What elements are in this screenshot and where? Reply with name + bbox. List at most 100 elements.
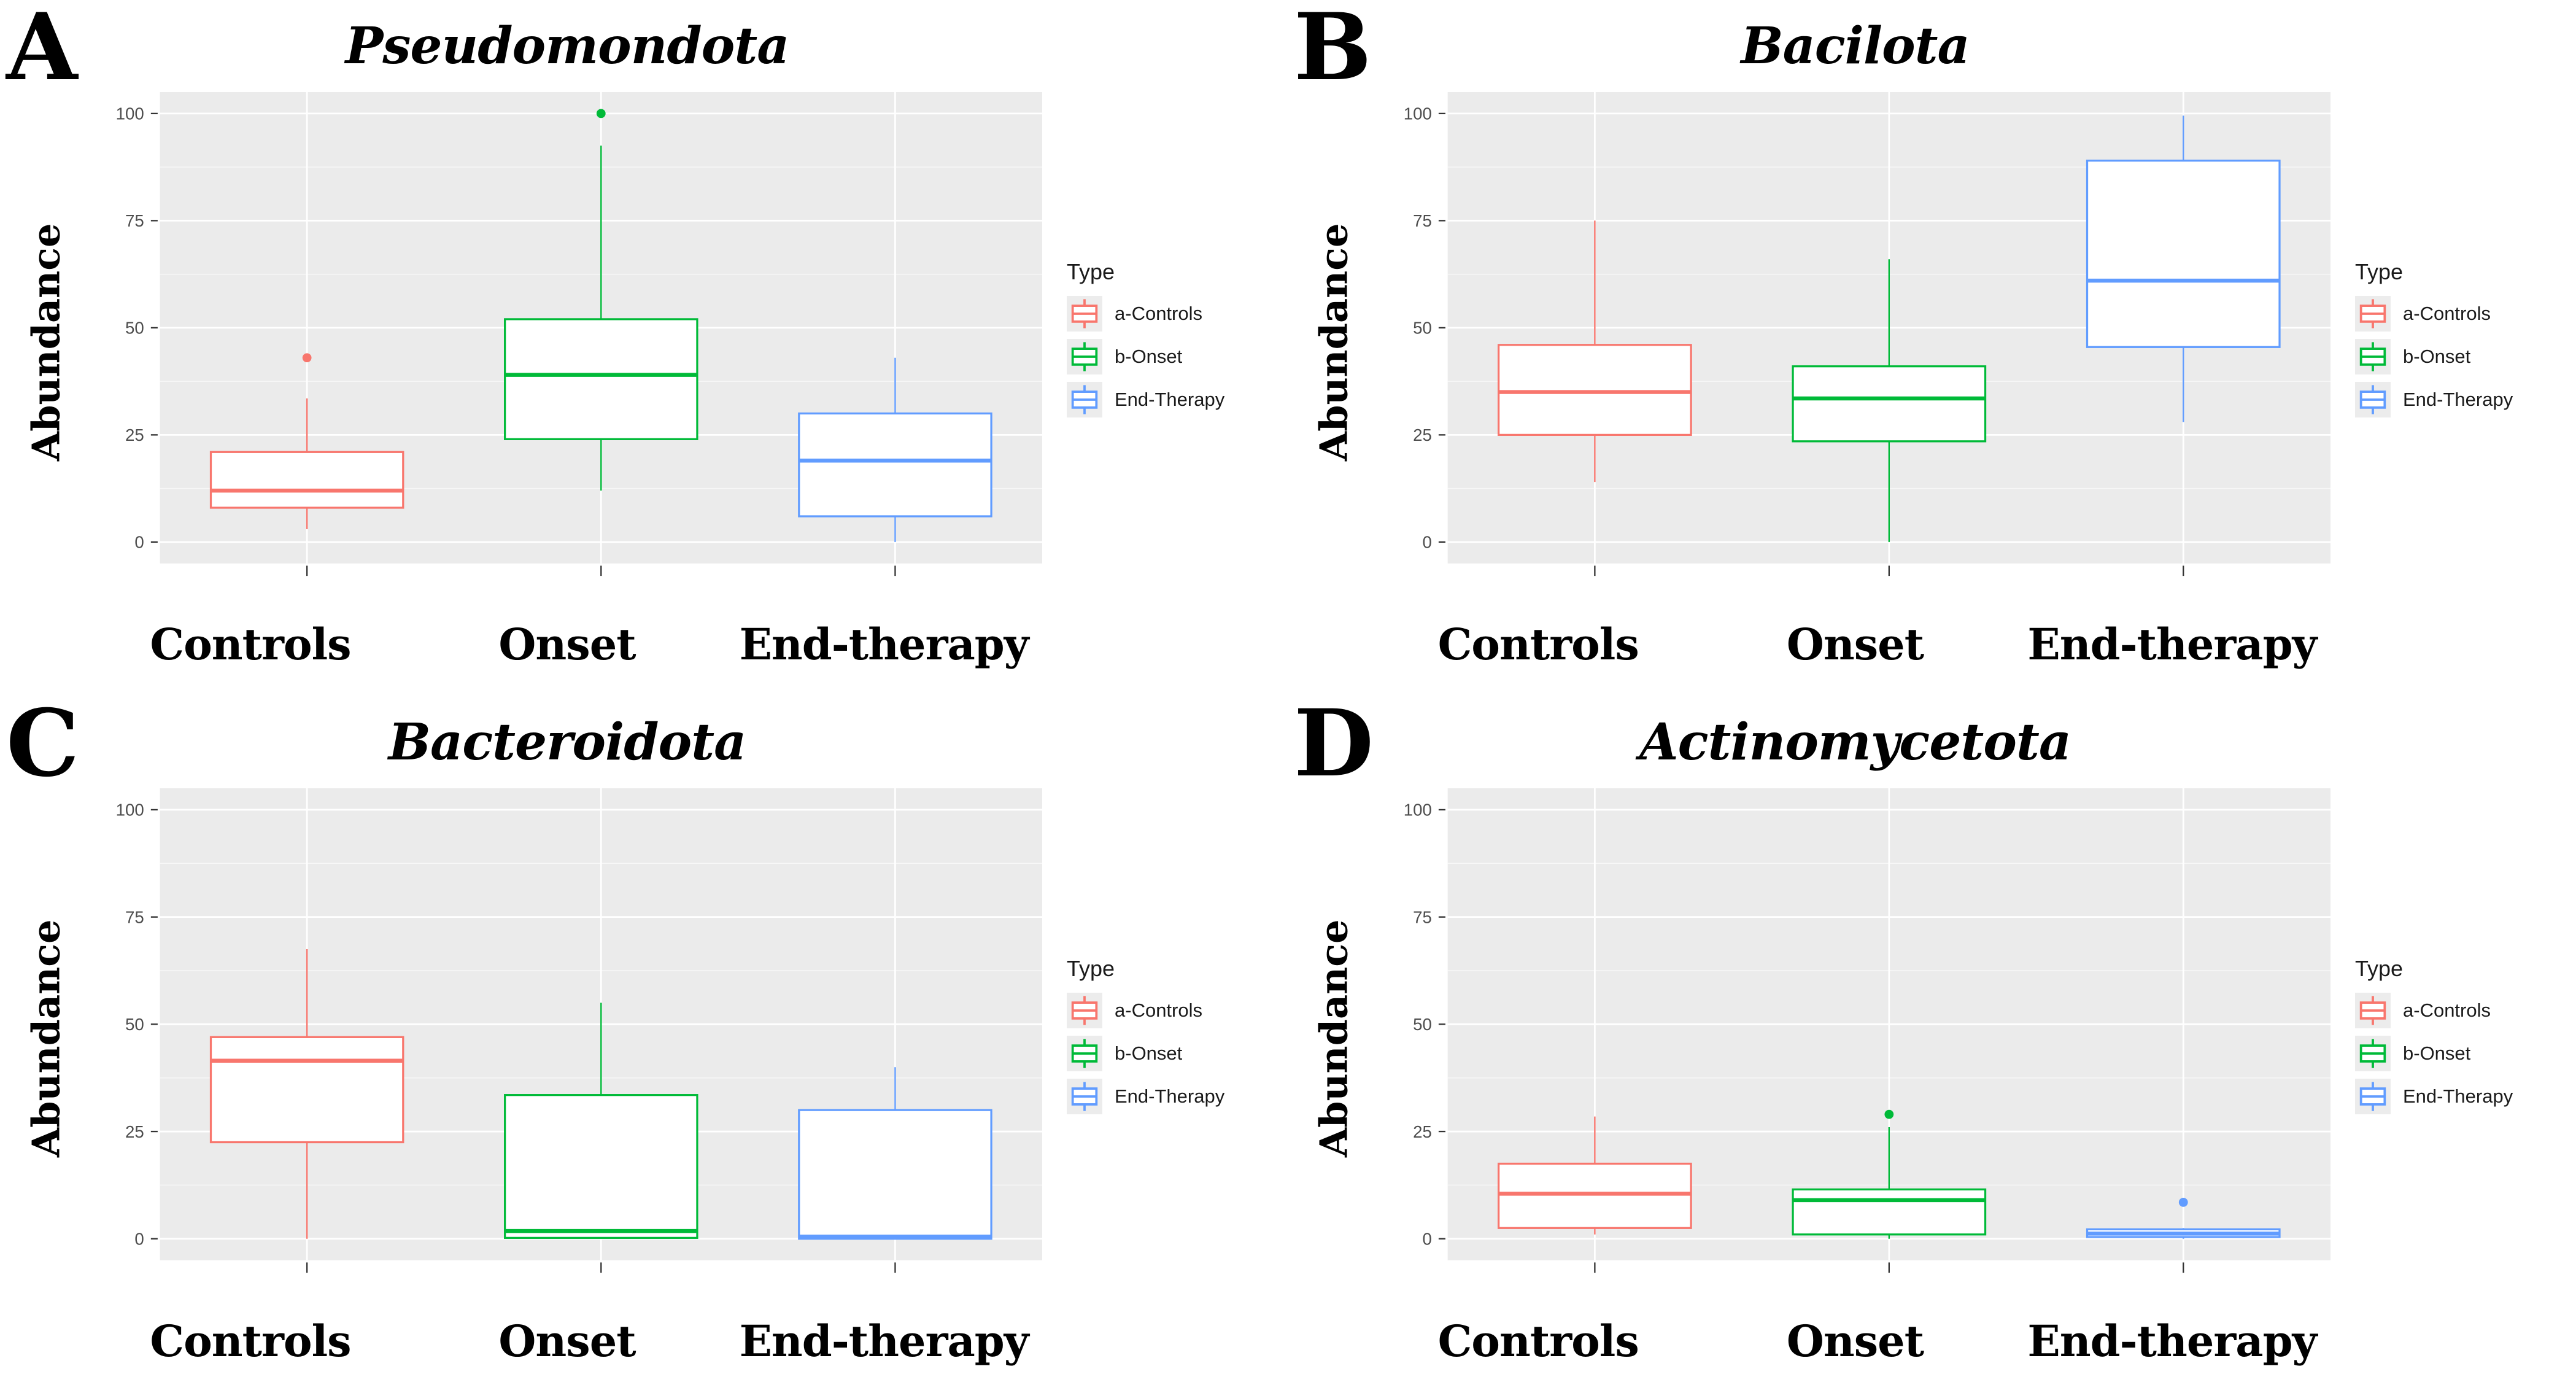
panel-c: C Bacteroidota Abundance 0 25 50 75 100 Type… [0, 696, 1288, 1393]
legend-item: b-Onset [2355, 339, 2576, 374]
y-axis-label: Abundance [1311, 223, 1356, 461]
legend-title: Type [2355, 955, 2404, 981]
boxplot-key-icon [2355, 1035, 2391, 1071]
x-label-onset: Onset [498, 618, 636, 670]
x-label-controls: Controls [1437, 1315, 1639, 1367]
legend-item: b-Onset [1067, 339, 1288, 374]
y-tick-label: 25 [1413, 425, 1432, 444]
legend-label: a-Controls [2403, 999, 2491, 1021]
y-tick-label: 0 [1422, 533, 1431, 552]
legend-label: End-Therapy [1115, 1085, 1225, 1107]
y-tick-label: 25 [125, 1122, 144, 1141]
legend-label: a-Controls [1115, 303, 1202, 324]
panel-d: D Actinomycetota Abundance 0 25 50 75 100 Ty… [1288, 696, 2576, 1393]
legend-title: Type [2355, 259, 2404, 284]
panel-title: Bacilota [1741, 17, 1970, 76]
boxplot-key-icon [2355, 382, 2391, 417]
box [2086, 160, 2281, 348]
box [209, 1036, 404, 1144]
x-label-controls: Controls [150, 618, 351, 670]
x-label-controls: Controls [150, 1315, 351, 1367]
x-label-controls: Controls [1437, 618, 1639, 670]
y-tick-label: 50 [1413, 1015, 1432, 1034]
legend-label: End-Therapy [1115, 389, 1225, 410]
outlier-point [302, 353, 312, 363]
legend-label: a-Controls [1115, 999, 1202, 1021]
x-label-onset: Onset [498, 1315, 636, 1367]
y-tick-label: 50 [125, 319, 144, 338]
box [798, 1109, 992, 1240]
x-label-end-therapy: End-therapy [2027, 618, 2317, 670]
y-tick-label: 0 [1422, 1229, 1431, 1248]
panel-b: B Bacilota Abundance 0 25 50 75 100 Type a-C… [1288, 0, 2576, 696]
y-tick-label: 75 [1413, 907, 1432, 926]
y-tick-label: 50 [125, 1015, 144, 1034]
box [504, 318, 698, 440]
box [1792, 1188, 1987, 1236]
y-axis-label: Abundance [23, 919, 69, 1158]
box [1792, 365, 1987, 443]
boxplot-key-icon [1067, 1035, 1102, 1071]
x-label-end-therapy: End-therapy [739, 618, 1029, 670]
box [209, 451, 404, 509]
legend-label: b-Onset [1115, 1042, 1183, 1064]
legend-title: Type [1067, 259, 1115, 284]
legend-label: b-Onset [2403, 1042, 2471, 1064]
legend-item: End-Therapy [2355, 1078, 2576, 1114]
y-tick-label: 25 [125, 425, 144, 444]
legend-label: End-Therapy [2403, 389, 2513, 410]
boxplot-canvas: 0 25 50 75 100 [116, 92, 1042, 576]
x-label-end-therapy: End-therapy [2027, 1315, 2317, 1367]
boxplot-key-icon [1067, 382, 1102, 417]
boxplot-key-icon [2355, 992, 2391, 1028]
x-label-onset: Onset [1786, 1315, 1924, 1367]
panel-a: A Pseudomondota Abundance 0 25 50 75 100 Typ… [0, 0, 1288, 696]
panel-title: Pseudomondota [345, 17, 790, 76]
legend-label: End-Therapy [2403, 1085, 2513, 1107]
legend-item: a-Controls [2355, 296, 2576, 332]
y-tick-label: 100 [116, 104, 144, 123]
boxplot-key-icon [1067, 1078, 1102, 1114]
x-label-end-therapy: End-therapy [739, 1315, 1029, 1367]
boxplot-key-icon [2355, 339, 2391, 374]
y-tick-label: 100 [116, 801, 144, 820]
y-tick-label: 100 [1404, 104, 1432, 123]
x-axis-labels: Controls Onset End-therapy [92, 1289, 1042, 1393]
x-axis-labels: Controls Onset End-therapy [1380, 592, 2330, 696]
y-axis-label: Abundance [23, 223, 69, 461]
y-tick-label: 25 [1413, 1122, 1432, 1141]
boxplot-key-icon [2355, 296, 2391, 332]
boxplot-key-icon [1067, 992, 1102, 1028]
legend: Type a-Controls b-Onset End-Therapy [2330, 956, 2576, 1122]
legend-item: b-Onset [1067, 1035, 1288, 1071]
x-axis-labels: Controls Onset End-therapy [1380, 1289, 2330, 1393]
panel-title: Bacteroidota [388, 713, 747, 772]
legend-label: a-Controls [2403, 303, 2491, 324]
y-tick-label: 75 [1413, 211, 1432, 230]
x-label-onset: Onset [1786, 618, 1924, 670]
legend-item: b-Onset [2355, 1035, 2576, 1071]
y-tick-label: 100 [1404, 801, 1432, 820]
y-tick-label: 0 [134, 533, 144, 552]
legend-title: Type [1067, 955, 1115, 981]
box [504, 1094, 698, 1239]
panel-title: Actinomycetota [1639, 713, 2071, 772]
legend: Type a-Controls b-Onset End-Therapy [2330, 259, 2576, 425]
box [1498, 344, 1692, 436]
legend-item: a-Controls [1067, 296, 1288, 332]
boxplot-canvas: 0 25 50 75 100 [116, 788, 1042, 1273]
boxplot-key-icon [1067, 339, 1102, 374]
outlier-point [2178, 1197, 2188, 1207]
box [1498, 1162, 1692, 1229]
outlier-point [1884, 1109, 1894, 1119]
legend-item: End-Therapy [1067, 382, 1288, 417]
legend-label: b-Onset [2403, 346, 2471, 367]
boxplot-key-icon [2355, 1078, 2391, 1114]
y-axis-label: Abundance [1311, 919, 1356, 1158]
boxplot-canvas: 0 25 50 75 100 [1404, 92, 2330, 576]
boxplot-key-icon [1067, 296, 1102, 332]
legend-item: a-Controls [1067, 992, 1288, 1028]
y-tick-label: 50 [1413, 319, 1432, 338]
panel-letter: D [1294, 689, 1374, 797]
